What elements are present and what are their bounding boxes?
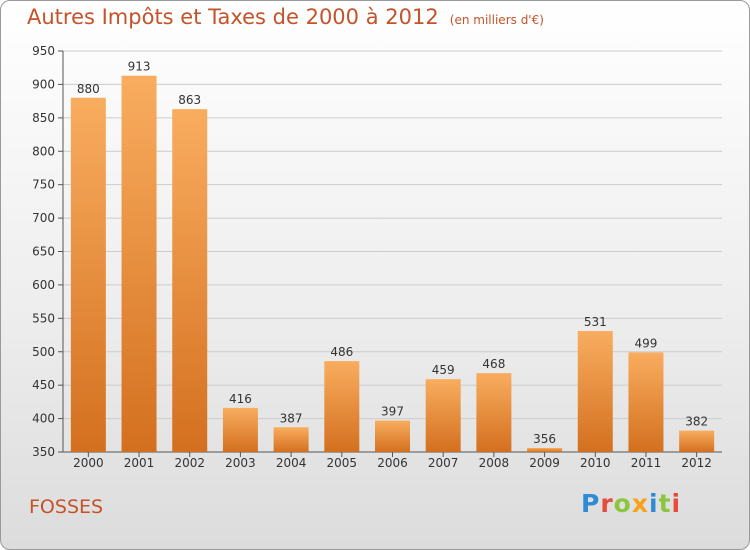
logo-letter: r (600, 489, 614, 518)
chart-title: Autres Impôts et Taxes de 2000 à 2012 (e… (27, 5, 544, 29)
chart-title-unit: (en milliers d'€) (449, 13, 544, 27)
x-tick-label-2003: 2003 (225, 456, 256, 470)
x-tick-label-2000: 2000 (73, 456, 104, 470)
y-tick-label: 600 (32, 278, 55, 292)
data-labels: 880 913 863 416 387 486 397 459 468 356 531 499 382 (77, 60, 708, 446)
data-label-2008: 468 (482, 357, 505, 371)
y-tick-label: 350 (32, 445, 55, 459)
x-tick-label-2009: 2009 (529, 456, 560, 470)
bars (70, 75, 715, 453)
x-tick-label-2001: 2001 (124, 456, 155, 470)
data-label-2006: 397 (381, 405, 404, 419)
bar-2011 (628, 352, 664, 452)
commune-name: FOSSES (29, 496, 104, 518)
x-tick-label-2002: 2002 (174, 456, 205, 470)
x-tick-label-2012: 2012 (681, 456, 712, 470)
bar-2003 (222, 407, 258, 452)
bar-2004 (273, 427, 309, 452)
data-label-2001: 913 (128, 60, 151, 74)
bar-2007 (425, 379, 461, 452)
logo-letter: t (658, 489, 672, 518)
bar-2001 (121, 75, 157, 452)
logo-letter: i (671, 489, 682, 518)
logo-letter: o (613, 489, 632, 518)
x-tick-label-2011: 2011 (631, 456, 662, 470)
x-tick-labels: 2000 2001 2002 2003 2004 2005 2006 2007 2008 2009… (73, 452, 712, 470)
data-label-2005: 486 (330, 345, 353, 359)
y-tick-label: 700 (32, 211, 55, 225)
bar-2006 (375, 420, 410, 452)
data-label-2000: 880 (77, 82, 100, 96)
data-label-2012: 382 (685, 415, 708, 429)
logo-letter: i (649, 489, 659, 518)
x-tick-label-2007: 2007 (428, 456, 459, 470)
x-tick-label-2010: 2010 (580, 456, 611, 470)
data-label-2010: 531 (584, 315, 607, 329)
y-tick-label: 900 (32, 77, 55, 91)
data-label-2009: 356 (533, 432, 556, 446)
bar-2002 (172, 109, 208, 453)
x-tick-label-2004: 2004 (276, 456, 307, 470)
bar-2010 (577, 331, 613, 452)
proxiti-logo: Proxiti (581, 489, 681, 518)
data-label-2002: 863 (178, 93, 201, 107)
bar-2009 (527, 447, 563, 452)
x-tick-label-2008: 2008 (479, 456, 510, 470)
logo-letter: P (581, 489, 601, 518)
x-tick-label-2006: 2006 (377, 456, 408, 470)
y-tick-label: 400 (32, 412, 55, 426)
data-label-2011: 499 (635, 336, 658, 350)
logo-letter: x (631, 489, 649, 518)
y-tick-label: 800 (32, 144, 55, 158)
bar-2005 (324, 361, 360, 452)
y-tick-label: 750 (32, 178, 55, 192)
y-tick-label: 450 (32, 378, 55, 392)
chart-title-main: Autres Impôts et Taxes de 2000 à 2012 (27, 5, 439, 29)
data-label-2003: 416 (229, 392, 252, 406)
bar-2012 (679, 430, 715, 452)
bar-2008 (476, 373, 512, 452)
y-tick-label: 550 (32, 311, 55, 325)
y-tick-label: 950 (32, 44, 55, 58)
y-tick-label: 650 (32, 245, 55, 259)
bar-2000 (70, 97, 106, 453)
y-tick-labels: 350 400 450 500 550 600 650 700 750 800 850 900 950 (32, 44, 55, 459)
y-tick-label: 850 (32, 111, 55, 125)
data-label-2004: 387 (280, 411, 303, 425)
y-tick-label: 500 (32, 345, 55, 359)
data-label-2007: 459 (432, 363, 455, 377)
grid-lines (58, 50, 722, 453)
x-tick-label-2005: 2005 (327, 456, 358, 470)
